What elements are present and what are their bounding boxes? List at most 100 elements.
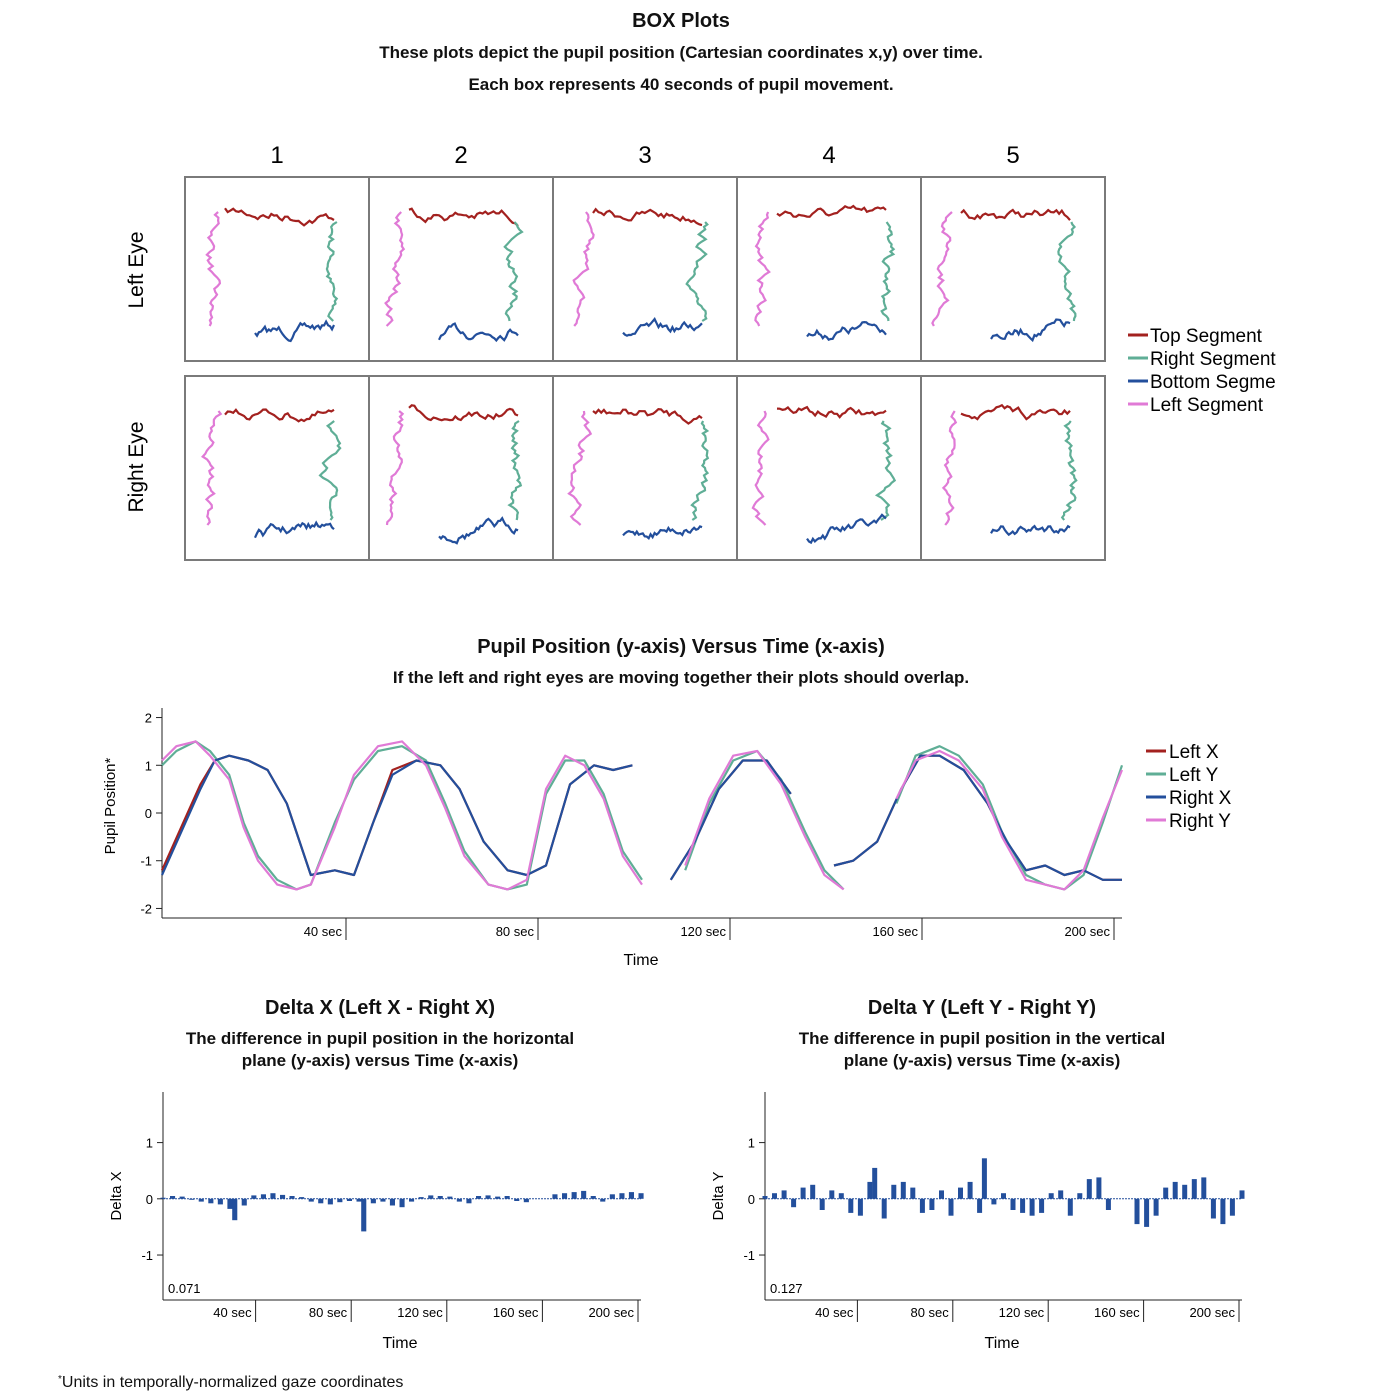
delta-bar (337, 1198, 343, 1203)
delta-bar (260, 1194, 266, 1199)
box-cell (920, 176, 1106, 362)
delta-bar (456, 1198, 462, 1202)
delta-y-tick-label: -1 (743, 1248, 755, 1263)
delta-x-x-ticks: 40 sec 80 sec 120 sec 160 sec 200 sec (213, 1300, 639, 1322)
box-trace-top (776, 204, 887, 218)
delta-bar (361, 1198, 367, 1232)
delta-bar (638, 1193, 644, 1199)
delta-bar (476, 1196, 482, 1199)
delta-bar (939, 1190, 944, 1199)
box-trace-right (318, 420, 342, 521)
pupil-y-tick-label: 0 (145, 806, 152, 821)
delta-bar (1020, 1198, 1026, 1213)
delta-bar (160, 1197, 166, 1199)
legend-left-y-label: Left Y (1169, 765, 1219, 786)
delta-y-chart: 1 0 -1 40 sec 80 sec 120 sec 160 sec 200 sec 0… (710, 1092, 1245, 1352)
delta-bar (1220, 1198, 1226, 1225)
delta-bar (270, 1193, 276, 1199)
delta-bar (1201, 1177, 1207, 1199)
box-trace-left (384, 211, 406, 327)
delta-bar (485, 1195, 491, 1199)
delta-bar (948, 1198, 954, 1216)
delta-bar (170, 1196, 176, 1199)
box-plots-subtitle-1: These plots depict the pupil position (C… (379, 43, 983, 62)
footnote-mark: * (58, 1374, 62, 1385)
delta-bar (910, 1187, 916, 1199)
delta-x-subtitle-1: The difference in pupil position in the … (185, 1029, 575, 1048)
delta-bar (900, 1181, 906, 1199)
pupil-series-right-y (161, 740, 1124, 891)
delta-bar (1010, 1198, 1016, 1210)
legend-top-label: Top Segment (1150, 326, 1263, 347)
delta-y-y-ticks: 1 0 -1 (743, 1136, 765, 1263)
delta-bar (829, 1190, 835, 1199)
delta-bar (772, 1193, 777, 1199)
delta-bar (318, 1198, 324, 1204)
box-traces (200, 204, 1078, 545)
delta-y-annotation: 0.127 (770, 1281, 803, 1296)
pupil-y-label: Pupil Position* (102, 757, 119, 854)
box-trace-left (754, 211, 771, 327)
delta-bar (227, 1198, 233, 1209)
delta-bar (762, 1196, 768, 1199)
delta-bar (466, 1198, 472, 1204)
delta-bar (447, 1196, 453, 1199)
box-trace-right (690, 420, 710, 521)
box-trace-bottom (806, 513, 887, 545)
delta-bar (346, 1198, 352, 1201)
box-cell (184, 176, 370, 362)
pupil-series-right-x (160, 754, 1122, 881)
box-trace-right (325, 221, 339, 322)
delta-bar (1229, 1198, 1235, 1216)
box-trace-right (503, 221, 524, 322)
box-cell (736, 176, 922, 362)
delta-bar (514, 1198, 520, 1201)
delta-bar (232, 1198, 238, 1221)
delta-bar (1239, 1190, 1245, 1199)
box-trace-left (385, 410, 405, 526)
box-plots-chart: 1 2 3 4 5 Left Eye Right Eye Top Segment Rig… (125, 142, 1276, 561)
box-trace-right (874, 420, 897, 521)
delta-x-tick-label: 40 sec (815, 1305, 854, 1320)
legend-bottom-label: Bottom Segme (1150, 372, 1276, 393)
delta-bar (872, 1167, 878, 1199)
delta-bar (981, 1158, 987, 1199)
pupil-x-ticks: 40 sec 80 sec 120 sec 160 sec 200 sec (304, 918, 1115, 940)
delta-bar (1210, 1198, 1216, 1219)
box-column-label: 4 (822, 142, 835, 169)
box-trace-right (685, 221, 709, 322)
delta-bar (891, 1184, 897, 1199)
box-trace-left (931, 211, 953, 327)
pupil-series-left-y (161, 740, 1124, 891)
delta-y-x-label: Time (985, 1335, 1020, 1352)
box-trace-top (776, 405, 887, 419)
footnote: *Units in temporally-normalized gaze coo… (58, 1374, 403, 1392)
delta-x-tick-label: 200 sec (588, 1305, 634, 1320)
delta-bar (1039, 1198, 1045, 1213)
delta-bar (280, 1194, 286, 1199)
delta-bar (308, 1198, 314, 1202)
pupil-y-tick-label: 1 (145, 758, 152, 773)
row-label-right-eye: Right Eye (125, 421, 148, 512)
delta-x-annotation: 0.071 (168, 1281, 201, 1296)
box-trace-bottom (438, 322, 519, 343)
delta-y-title: Delta Y (Left Y - Right Y) (867, 997, 1097, 1019)
delta-bar (217, 1198, 223, 1205)
delta-bar (1048, 1193, 1054, 1199)
pupil-x-label: Time (624, 952, 659, 969)
delta-x-bars (160, 1190, 644, 1232)
delta-bar (977, 1198, 983, 1213)
delta-bar (289, 1196, 295, 1199)
delta-x-tick-label: 80 sec (910, 1305, 949, 1320)
delta-bar (929, 1198, 935, 1210)
delta-bar (380, 1198, 386, 1202)
box-column-label: 3 (638, 142, 651, 169)
box-trace-right (880, 221, 896, 322)
box-trace-top (408, 404, 519, 422)
delta-bar (189, 1198, 195, 1200)
box-cell (920, 375, 1106, 561)
delta-bar (991, 1198, 997, 1205)
box-trace-bottom (990, 318, 1071, 343)
box-trace-right (507, 420, 523, 521)
delta-bar (1067, 1198, 1073, 1216)
